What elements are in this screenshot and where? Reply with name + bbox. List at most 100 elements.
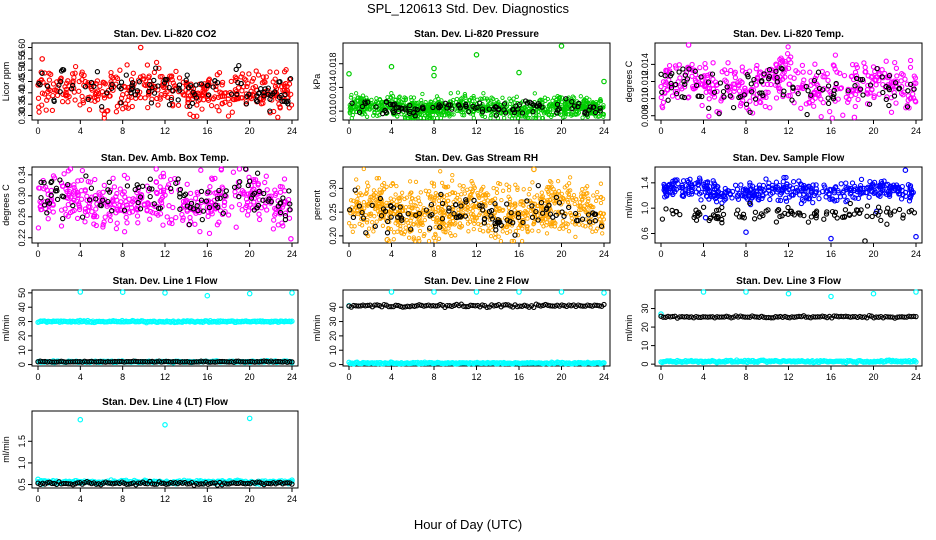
- data-point: [449, 178, 455, 183]
- data-point: [852, 103, 858, 110]
- data-point: [205, 213, 211, 220]
- data-point: [189, 100, 196, 107]
- data-point: [828, 235, 834, 242]
- data-point: [426, 238, 432, 244]
- data-point: [132, 92, 139, 98]
- y-tick-label: 0.35: [17, 95, 27, 113]
- data-point: [499, 197, 504, 203]
- data-point: [697, 64, 703, 71]
- data-point: [95, 93, 101, 99]
- data-point: [799, 62, 806, 69]
- data-point: [44, 97, 50, 103]
- data-point: [104, 90, 110, 96]
- data-point: [878, 217, 884, 224]
- data-point: [433, 238, 438, 244]
- y-tick-label: 30: [328, 317, 338, 327]
- data-point: [367, 107, 372, 112]
- data-point: [571, 192, 577, 198]
- data-point: [902, 76, 908, 82]
- data-point: [122, 194, 128, 200]
- data-point: [277, 105, 283, 111]
- data-point: [208, 102, 215, 109]
- data-point: [580, 115, 585, 120]
- data-point: [417, 228, 423, 234]
- x-tick-label: 20: [556, 249, 566, 259]
- data-point: [829, 115, 835, 121]
- data-point: [91, 83, 97, 89]
- y-tick-label: 0.30: [17, 187, 27, 205]
- data-point: [113, 225, 120, 232]
- data-point: [265, 91, 271, 97]
- data-point: [807, 69, 813, 75]
- data-point: [362, 111, 368, 117]
- data-point: [725, 60, 731, 66]
- data-point: [204, 292, 211, 299]
- data-point: [576, 222, 582, 227]
- data-point: [659, 216, 666, 222]
- data-point: [176, 82, 183, 88]
- data-point: [843, 180, 849, 186]
- data-point: [59, 98, 66, 105]
- panel-title: Stan. Dev. Li-820 CO2: [114, 29, 217, 40]
- data-point: [243, 101, 250, 107]
- data-point: [151, 90, 158, 96]
- x-tick-label: 8: [431, 249, 436, 259]
- data-point: [71, 182, 77, 188]
- y-tick-label: 0.018: [328, 52, 338, 75]
- x-tick-label: 24: [599, 372, 609, 382]
- data-point: [175, 102, 182, 108]
- y-tick-label: 0.50: [17, 61, 27, 79]
- data-point: [884, 221, 890, 227]
- data-point: [85, 96, 91, 103]
- data-point: [864, 213, 870, 219]
- data-point: [818, 114, 824, 120]
- data-point: [76, 88, 82, 94]
- data-point: [170, 80, 176, 86]
- y-tick-label: 0: [17, 362, 27, 367]
- y-tick-label: 0.40: [17, 84, 27, 102]
- data-point: [201, 90, 208, 96]
- x-tick-label: 0: [346, 126, 351, 136]
- data-point: [460, 187, 465, 192]
- data-point: [498, 238, 504, 244]
- data-point: [439, 180, 445, 186]
- data-point: [527, 186, 532, 192]
- data-point: [790, 179, 797, 185]
- data-point: [256, 216, 263, 223]
- data-point: [124, 220, 130, 226]
- data-point: [168, 94, 175, 101]
- data-point: [101, 111, 107, 118]
- data-point: [118, 79, 125, 85]
- data-point: [883, 58, 889, 64]
- data-point: [109, 81, 115, 88]
- data-point: [46, 77, 53, 83]
- data-point: [60, 67, 67, 73]
- data-point: [120, 106, 126, 112]
- data-point: [153, 166, 159, 172]
- data-point: [48, 71, 54, 78]
- x-tick-label: 12: [783, 249, 793, 259]
- data-point: [232, 87, 239, 93]
- x-tick-label: 4: [701, 126, 706, 136]
- data-point: [248, 95, 254, 102]
- data-point: [601, 78, 607, 85]
- panel-title: Stan. Dev. Li-820 Temp.: [733, 29, 844, 40]
- data-point: [110, 175, 116, 181]
- data-point: [219, 100, 226, 106]
- data-point: [281, 69, 288, 75]
- panel-3: Stan. Dev. Li-820 Temp.degrees C0 4 8 12 16 2…: [624, 29, 923, 136]
- x-tick-label: 4: [78, 372, 83, 382]
- x-tick-label: 8: [743, 126, 748, 136]
- data-point: [438, 169, 443, 174]
- data-point: [396, 95, 402, 100]
- data-point: [105, 107, 111, 114]
- data-point: [147, 193, 153, 200]
- data-point: [525, 115, 531, 120]
- data-point: [743, 229, 749, 236]
- data-point: [197, 228, 203, 235]
- data-point: [457, 183, 462, 188]
- data-point: [431, 65, 437, 72]
- data-point: [272, 76, 278, 82]
- y-tick-label: 10: [17, 345, 27, 355]
